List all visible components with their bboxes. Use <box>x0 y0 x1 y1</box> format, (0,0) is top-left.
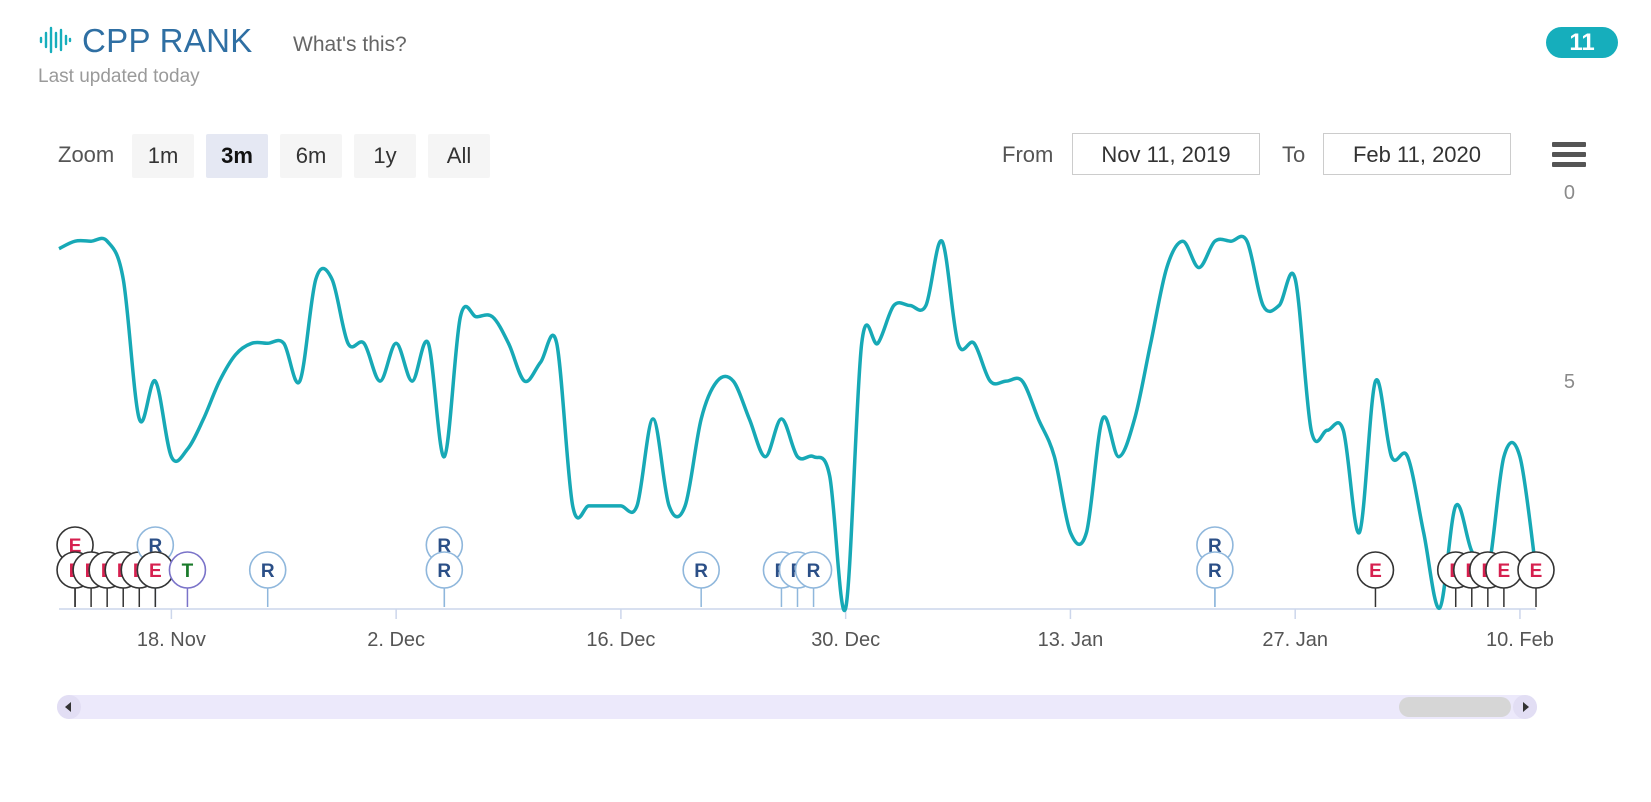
x-tick-label: 10. Feb <box>1486 629 1554 651</box>
flag-label: R <box>1208 561 1222 582</box>
x-tick-label: 16. Dec <box>586 629 655 651</box>
hamburger-menu-icon[interactable] <box>1552 142 1586 170</box>
zoom-1y-button[interactable]: 1y <box>354 134 416 178</box>
flag-label: R <box>807 561 821 582</box>
scrollbar-thumb[interactable] <box>1399 697 1511 717</box>
x-tick-label: 2. Dec <box>367 629 425 651</box>
flag-e: E <box>1356 551 1395 607</box>
x-tick-label: 27. Jan <box>1262 629 1328 651</box>
series-line <box>58 234 1538 613</box>
waveform-logo-icon <box>39 26 72 54</box>
from-date-input[interactable]: Nov 11, 2019 <box>1072 133 1260 175</box>
zoom-3m-button[interactable]: 3m <box>206 134 268 178</box>
flag-label: R <box>261 561 275 582</box>
last-updated-text: Last updated today <box>38 66 200 87</box>
flag-circle <box>682 551 720 589</box>
chart-title: CPP RANK <box>82 22 253 59</box>
scroll-right-arrow-icon[interactable] <box>1513 695 1537 719</box>
navigator-scrollbar[interactable] <box>57 695 1537 719</box>
flag-circle <box>248 551 287 589</box>
rank-chart: 18. Nov 2. Dec 16. Dec 30. Dec 13. Jan 27. Ja… <box>56 182 1575 651</box>
flag-circle <box>425 551 464 589</box>
from-label: From <box>1002 142 1054 167</box>
scroll-left-arrow-icon[interactable] <box>57 695 81 719</box>
flag-e: E <box>1485 551 1523 607</box>
flag-circle <box>168 551 207 589</box>
to-label: To <box>1282 142 1306 167</box>
flag-label: R <box>437 561 451 582</box>
flag-circle <box>1356 551 1395 589</box>
flag-label: E <box>1369 561 1382 582</box>
to-date-input[interactable]: Feb 11, 2020 <box>1323 133 1511 175</box>
flag-label: E <box>1498 561 1511 582</box>
flag-t: T <box>168 551 207 607</box>
y-tick-label: 5 <box>1564 371 1575 393</box>
x-tick-label: 18. Nov <box>137 629 206 651</box>
flag-r: R <box>425 551 464 607</box>
flag-e: E <box>136 551 175 607</box>
x-tick-label: 30. Dec <box>811 629 880 651</box>
whats-this-link[interactable]: What's this? <box>293 33 407 56</box>
flag-r: R <box>1196 551 1234 607</box>
zoom-1m-button[interactable]: 1m <box>132 134 194 178</box>
flag-label: E <box>149 561 162 582</box>
flag-label: E <box>1530 561 1543 582</box>
flag-r: R <box>682 551 720 607</box>
x-tick-label: 13. Jan <box>1038 629 1104 651</box>
flag-label: T <box>182 561 194 582</box>
flag-circle <box>1196 551 1234 589</box>
chart-header: CPP RANK What's this? Last updated today… <box>38 18 1618 88</box>
flag-r: R <box>248 551 287 607</box>
flag-label: R <box>694 561 708 582</box>
flag-circle <box>794 551 833 589</box>
zoom-label: Zoom <box>58 142 115 167</box>
current-rank-badge: 11 <box>1546 27 1618 58</box>
y-tick-label: 0 <box>1564 182 1575 204</box>
flag-e: E <box>1517 551 1555 607</box>
flag-circle <box>1517 551 1555 589</box>
zoom-all-button[interactable]: All <box>428 134 490 178</box>
zoom-6m-button[interactable]: 6m <box>280 134 342 178</box>
flag-r: R <box>794 551 833 607</box>
range-toolbar: Zoom 1m 3m 6m 1y All From Nov 11, 2019 T… <box>58 133 1598 178</box>
